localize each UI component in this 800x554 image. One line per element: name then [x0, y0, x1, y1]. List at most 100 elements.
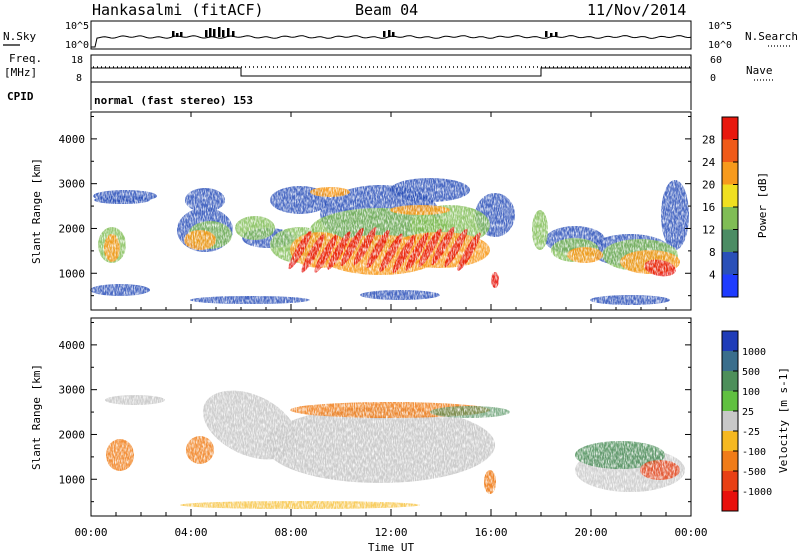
- power-y-ticks: 1000 2000 3000 4000: [59, 115, 691, 297]
- nsearch-tick-top: 10^5: [708, 21, 732, 32]
- nsky-spike: [555, 32, 558, 37]
- power-colorbar-swatch: [722, 274, 738, 298]
- y-tick-label: 2000: [59, 222, 86, 235]
- freq-panel: 18 8 60 0 Freq. [MHz] Nave: [4, 52, 774, 84]
- velocity-colorbar-tick-label: 100: [742, 387, 760, 398]
- power-colorbar-tick-label: 8: [709, 246, 716, 259]
- velocity-y-label: Slant Range [km]: [30, 364, 43, 470]
- power-cell-weak: [390, 178, 470, 202]
- nsky-spike: [388, 30, 391, 37]
- power-cell-peak: [379, 233, 403, 272]
- velocity-cell-fast-away: [640, 460, 680, 480]
- cpid-text: normal (fast stereo) 153: [94, 94, 253, 107]
- velocity-cell-away: [106, 439, 134, 471]
- velocity-colorbar-swatch: [722, 331, 738, 352]
- nsky-spike: [383, 31, 386, 37]
- power-cell-weak: [661, 180, 689, 250]
- power-cell-strong: [390, 205, 450, 215]
- nsky-spike: [218, 27, 221, 37]
- x-tick-label: 00:00: [674, 526, 707, 539]
- velocity-colorbar-swatch: [722, 491, 738, 512]
- nave-tick-top: 60: [710, 55, 722, 66]
- velocity-colorbar-swatch: [722, 431, 738, 452]
- power-colorbar-tick-label: 12: [702, 224, 715, 237]
- y-tick-label: 2000: [59, 428, 86, 441]
- power-heatmap: 1000 2000 3000 4000 Slant Range [km] 28 24 20…: [30, 111, 769, 311]
- power-colorbar-tick-label: 20: [702, 179, 715, 192]
- power-cell-peak: [314, 234, 338, 273]
- power-cell-peak: [405, 232, 429, 271]
- velocity-cell-away: [484, 470, 496, 494]
- velocity-colorbar-tick-label: -100: [742, 447, 766, 458]
- power-data: [90, 178, 689, 305]
- power-colorbar-tick-label: 24: [702, 156, 716, 169]
- x-tick-label: 16:00: [474, 526, 507, 539]
- nsky-trace: [91, 35, 692, 48]
- nave-label: Nave: [746, 64, 773, 77]
- velocity-colorbar-label: Velocity [m s-1]: [777, 367, 790, 473]
- power-colorbar-swatch: [722, 139, 738, 163]
- power-colorbar-tick-label: 16: [702, 201, 715, 214]
- power-cell-peak: [353, 227, 377, 266]
- nsky-spike: [550, 33, 553, 37]
- nsearch-label: N.Search: [745, 30, 798, 43]
- y-tick-label: 1000: [59, 267, 86, 280]
- velocity-colorbar-tick-label: 1000: [742, 347, 766, 358]
- power-colorbar-swatch: [722, 252, 738, 275]
- nsky-spike: [205, 30, 208, 37]
- y-tick-label: 3000: [59, 178, 86, 191]
- velocity-heatmap: 1000 2000 3000 4000 Slant Range [km] 1000 50…: [30, 317, 790, 517]
- nsky-spike: [209, 28, 212, 37]
- station-title: Hankasalmi (fitACF): [92, 1, 264, 19]
- nsky-spike: [172, 31, 175, 37]
- power-cell-weak: [185, 188, 225, 212]
- power-colorbar-swatch: [722, 117, 738, 140]
- power-colorbar-tick-label: 4: [709, 269, 716, 282]
- cpid-label: CPID: [7, 90, 34, 103]
- power-colorbar-swatch: [722, 229, 738, 253]
- velocity-colorbar-swatch: [722, 471, 738, 492]
- nsky-spike: [392, 32, 395, 37]
- x-tick-label: 20:00: [574, 526, 607, 539]
- power-cell-peak: [340, 227, 364, 267]
- power-cell-mid: [235, 216, 275, 240]
- power-cell-peak: [457, 232, 481, 271]
- power-cell-peak: [444, 228, 468, 268]
- power-y-label: Slant Range [km]: [30, 158, 43, 264]
- nsky-spike: [227, 28, 230, 37]
- power-cell-peak: [288, 230, 312, 270]
- x-tick-label: 12:00: [374, 526, 407, 539]
- date-label: 11/Nov/2014: [587, 1, 686, 19]
- power-cell-weak: [590, 295, 670, 305]
- x-tick-label: 08:00: [274, 526, 307, 539]
- y-tick-label: 1000: [59, 473, 86, 486]
- power-colorbar-tick-label: 28: [702, 134, 715, 147]
- velocity-colorbar-frame: [721, 330, 739, 512]
- velocity-colorbar-tick-label: -25: [742, 427, 760, 438]
- velocity-cell-slow: [202, 390, 298, 460]
- velocity-colorbar-tick-label: -1000: [742, 487, 772, 498]
- time-axis-label: Time UT: [368, 541, 415, 554]
- power-cell-peak: [392, 234, 416, 274]
- velocity-cell-slow: [265, 407, 495, 483]
- beam-label: Beam 04: [355, 1, 418, 19]
- velocity-colorbar-swatch: [722, 351, 738, 372]
- y-tick-label: 4000: [59, 133, 86, 146]
- velocity-data: [105, 390, 685, 509]
- power-cell-strong: [104, 234, 120, 262]
- nsky-tick-bottom: 10^0: [65, 40, 89, 51]
- power-cell-peak: [491, 272, 499, 288]
- nsky-spike: [176, 33, 179, 37]
- velocity-colorbar-tick-label: 25: [742, 407, 754, 418]
- power-cell-strong: [310, 187, 350, 197]
- power-cell-peak: [301, 234, 325, 273]
- power-cell-strong: [184, 230, 216, 250]
- nsearch-tick-bottom: 10^0: [708, 40, 732, 51]
- nsky-spike: [232, 31, 235, 37]
- power-cell-strong: [567, 247, 603, 263]
- power-cell-peak: [431, 226, 455, 266]
- freq-trace: [91, 67, 691, 77]
- power-cell-peak: [366, 229, 390, 269]
- noise-panel: 10^5 10^0 10^5 10^0 N.Sky N.Search: [3, 20, 798, 51]
- velocity-colorbar-swatch: [722, 411, 738, 432]
